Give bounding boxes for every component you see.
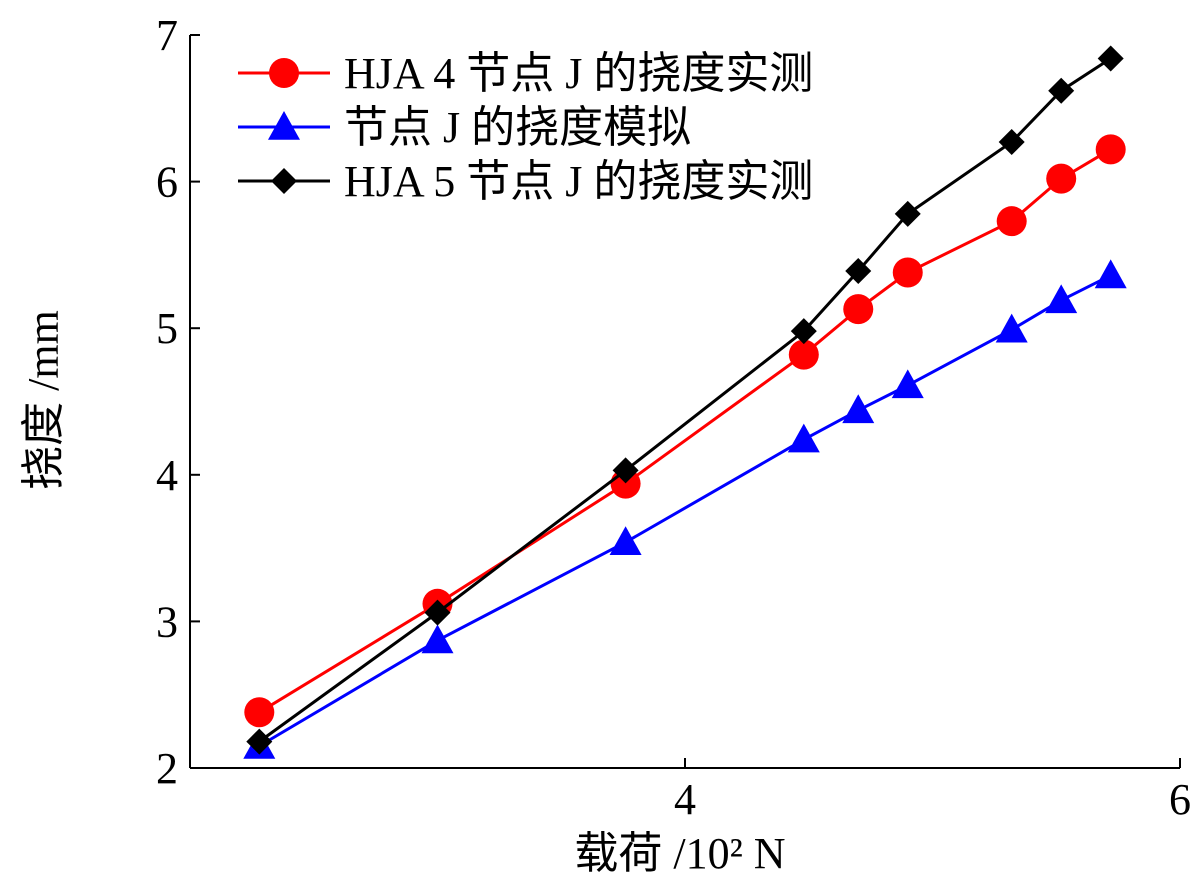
- data-point: [996, 206, 1027, 237]
- data-point: [891, 369, 924, 399]
- series-1: [244, 134, 1126, 728]
- legend-marker: [269, 58, 299, 88]
- legend-label: HJA 5 节点 J 的挠度实测: [344, 157, 813, 206]
- data-point: [787, 423, 820, 453]
- data-point: [894, 200, 921, 227]
- data-point: [790, 318, 817, 345]
- series-line: [258, 148, 1112, 714]
- data-point: [995, 313, 1028, 343]
- data-point: [998, 129, 1025, 156]
- data-point: [1094, 259, 1127, 289]
- data-point: [1045, 284, 1078, 314]
- y-tick-label: 5: [156, 304, 178, 353]
- data-point: [788, 339, 819, 370]
- data-point: [246, 728, 273, 755]
- series-layer: [243, 45, 1127, 759]
- x-tick-label: 6: [1169, 775, 1191, 824]
- data-point: [609, 526, 642, 556]
- series-line: [258, 274, 1112, 748]
- legend-label: HJA 4 节点 J 的挠度实测: [344, 49, 813, 98]
- data-point: [845, 258, 872, 285]
- legend-marker: [271, 168, 297, 194]
- data-point: [1046, 163, 1077, 194]
- legend-label: 节点 J 的挠度模拟: [344, 103, 691, 152]
- data-point: [1097, 45, 1124, 72]
- data-point: [892, 257, 923, 288]
- y-axis-title: 挠度 /mm: [19, 310, 68, 490]
- data-point: [612, 457, 639, 484]
- data-point: [842, 394, 875, 424]
- data-point: [244, 697, 275, 728]
- legend-entry: HJA 4 节点 J 的挠度实测: [238, 49, 813, 98]
- y-tick-label: 2: [156, 744, 178, 793]
- legend-marker: [268, 111, 300, 140]
- axes: 2 3 4 5 6 7 4 6: [156, 11, 1191, 824]
- y-tick-label: 4: [156, 451, 178, 500]
- series-2: [243, 259, 1127, 759]
- data-point: [421, 624, 454, 654]
- data-point: [424, 599, 451, 626]
- legend-entry: HJA 5 节点 J 的挠度实测: [238, 157, 813, 206]
- series-3: [246, 45, 1124, 755]
- y-tick-label: 6: [156, 158, 178, 207]
- x-axis-title: 载荷 /10² N: [574, 829, 785, 878]
- data-point: [1095, 134, 1126, 165]
- y-tick-label: 7: [156, 11, 178, 60]
- legend-entry: 节点 J 的挠度模拟: [238, 103, 691, 152]
- data-point: [1048, 77, 1075, 104]
- y-tick-label: 3: [156, 597, 178, 646]
- x-tick-label: 4: [674, 775, 696, 824]
- data-point: [843, 294, 874, 325]
